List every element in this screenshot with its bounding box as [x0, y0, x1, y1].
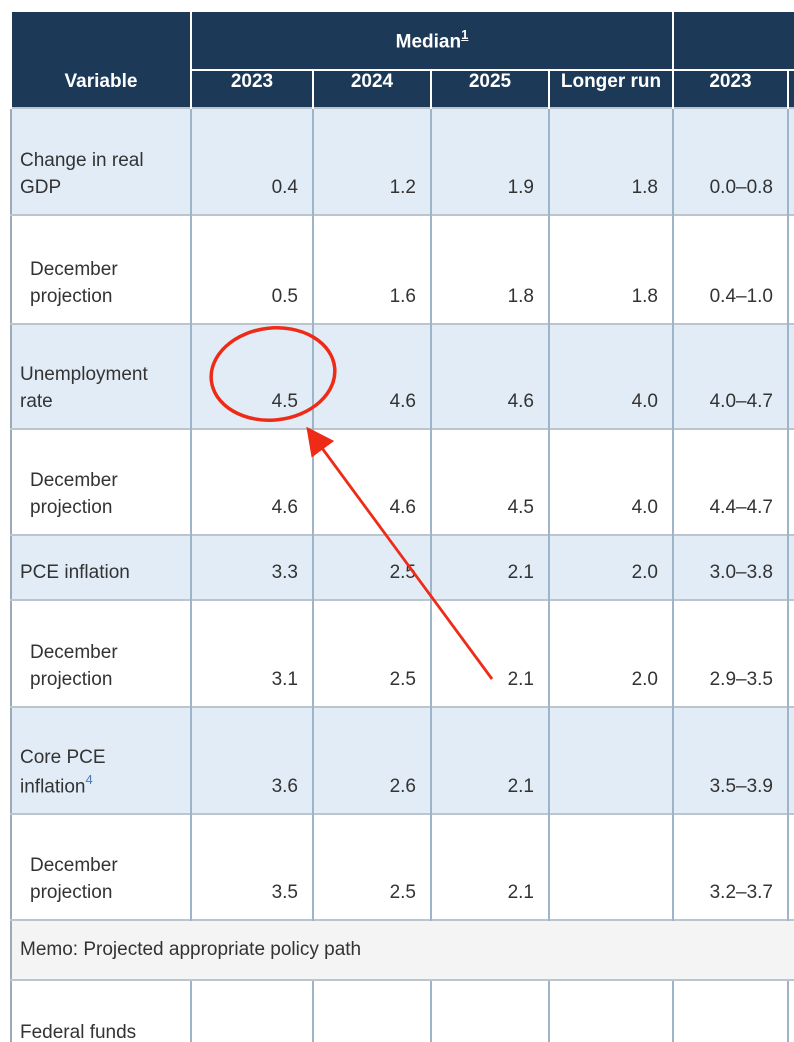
row-label: December projection — [11, 428, 191, 535]
column-header-longer-run: Longer run — [548, 69, 674, 108]
cell-value: 4.0 — [548, 323, 673, 429]
cell-value — [548, 813, 673, 920]
row-label: Unemployment rate — [11, 323, 191, 429]
cell-value: 2.1 — [430, 599, 549, 707]
cell-value: 4.6 — [312, 323, 431, 429]
cutoff-cell — [787, 428, 794, 535]
row-label: December projection — [11, 813, 191, 920]
cutoff-cell — [787, 107, 794, 215]
cutoff-cell — [787, 599, 794, 707]
cell-value: 2.0 — [548, 534, 673, 600]
group-header-right — [672, 10, 794, 71]
cell-value: 4.0 — [548, 428, 673, 535]
table-row: Federal funds rate 5.1 4.3 3.1 2.5 5.1–5… — [11, 979, 794, 1042]
cell-value: 0.4–1.0 — [672, 214, 788, 324]
cell-value: 4.4–4.7 — [672, 428, 788, 535]
table-row: Core PCE inflation4 3.6 2.6 2.1 3.5–3.9 — [11, 706, 794, 814]
median-label: Median — [395, 31, 462, 53]
cell-value: 2.1 — [430, 706, 549, 814]
cell-value: 3.2–3.7 — [672, 813, 788, 920]
column-header-ct-2023: 2023 — [672, 69, 789, 108]
cutoff-cell — [787, 214, 794, 324]
economic-projections-table: Variable Median1 2023 2024 2025 Longer r… — [10, 10, 794, 1042]
cell-value: 4.6 — [430, 323, 549, 429]
cutoff-cell — [787, 813, 794, 920]
cell-value: 2.1 — [430, 813, 549, 920]
group-header-row: Variable Median1 — [10, 10, 794, 108]
cell-value: 2.6 — [312, 706, 431, 814]
cell-value: 1.2 — [312, 107, 431, 215]
cell-value: 2.5 — [548, 979, 673, 1042]
median-footnote-link[interactable]: 1 — [461, 26, 469, 42]
cell-value: 2.0 — [548, 599, 673, 707]
column-header-2024: 2024 — [312, 69, 432, 108]
cell-value — [548, 706, 673, 814]
table-row: PCE inflation 3.3 2.5 2.1 2.0 3.0–3.8 — [11, 534, 794, 600]
cell-value: 1.8 — [430, 214, 549, 324]
core-pce-footnote-link[interactable]: 4 — [85, 771, 93, 787]
memo-row: Memo: Projected appropriate policy path — [11, 919, 794, 980]
cell-value: 5.1–5.6 — [672, 979, 788, 1042]
cell-value: 0.0–0.8 — [672, 107, 788, 215]
row-label: PCE inflation — [11, 534, 191, 600]
table-row: December projection 4.6 4.6 4.5 4.0 4.4–… — [11, 428, 794, 535]
cell-value: 2.5 — [312, 813, 431, 920]
cell-value: 4.6 — [190, 428, 313, 535]
cutoff-cell — [787, 979, 794, 1042]
cell-value: 3.0–3.8 — [672, 534, 788, 600]
cell-value: 4.5 — [430, 428, 549, 535]
row-label: December projection — [11, 214, 191, 324]
table-row: Unemployment rate 4.5 4.6 4.6 4.0 4.0–4.… — [11, 323, 794, 429]
cell-value: 4.6 — [312, 428, 431, 535]
table-row: December projection 3.1 2.5 2.1 2.0 2.9–… — [11, 599, 794, 707]
cell-value: 2.5 — [312, 534, 431, 600]
table-row: December projection 3.5 2.5 2.1 3.2–3.7 — [11, 813, 794, 920]
row-label: Federal funds rate — [11, 979, 191, 1042]
cell-value: 0.4 — [190, 107, 313, 215]
cell-value: 3.1 — [190, 599, 313, 707]
cell-value: 5.1 — [190, 979, 313, 1042]
cell-value: 1.9 — [430, 107, 549, 215]
cutoff-cell — [787, 534, 794, 600]
table-row: Change in real GDP 0.4 1.2 1.9 1.8 0.0–0… — [11, 107, 794, 215]
cell-value: 4.3 — [312, 979, 431, 1042]
cell-value: 3.3 — [190, 534, 313, 600]
cell-value: 1.8 — [548, 214, 673, 324]
cell-value: 0.5 — [190, 214, 313, 324]
row-label: Core PCE inflation4 — [11, 706, 191, 814]
cell-value: 3.5–3.9 — [672, 706, 788, 814]
cell-value: 1.6 — [312, 214, 431, 324]
cutoff-cell — [787, 706, 794, 814]
cutoff-cell — [787, 323, 794, 429]
column-header-row: 2023 2024 2025 Longer run 2023 — [11, 69, 794, 108]
cell-value: 1.8 — [548, 107, 673, 215]
row-label: December projection — [11, 599, 191, 707]
group-header-median: Median1 — [190, 10, 674, 71]
cell-value: 4.0–4.7 — [672, 323, 788, 429]
cell-value: 2.5 — [312, 599, 431, 707]
cell-value: 3.5 — [190, 813, 313, 920]
column-header-variable: Variable — [10, 10, 192, 108]
cell-value: 3.1 — [430, 979, 549, 1042]
column-header-2023: 2023 — [190, 69, 314, 108]
column-header-sliver — [787, 69, 794, 108]
row-label: Change in real GDP — [11, 107, 191, 215]
memo-label: Memo: Projected appropriate policy path — [11, 919, 794, 980]
cell-value: 2.1 — [430, 534, 549, 600]
cell-value-circled: 4.5 — [190, 323, 313, 429]
cell-value: 2.9–3.5 — [672, 599, 788, 707]
cell-value: 3.6 — [190, 706, 313, 814]
table-row: December projection 0.5 1.6 1.8 1.8 0.4–… — [11, 214, 794, 324]
column-header-2025: 2025 — [430, 69, 550, 108]
